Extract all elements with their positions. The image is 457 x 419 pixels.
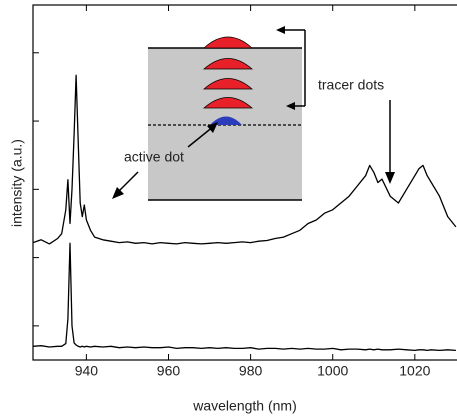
x-tick-label: 1020 bbox=[399, 363, 430, 379]
active-dot bbox=[210, 116, 242, 125]
y-axis-label: intensity (a.u.) bbox=[9, 139, 25, 227]
spectrum-line bbox=[32, 242, 456, 352]
x-tick-label: 940 bbox=[75, 363, 99, 379]
tracer-dot bbox=[202, 58, 254, 70]
arrowhead bbox=[385, 172, 395, 184]
arrowhead bbox=[112, 187, 124, 199]
inset-diagram bbox=[148, 26, 306, 201]
x-axis-label: wavelength (nm) bbox=[192, 398, 297, 414]
annotation: active dot bbox=[124, 149, 184, 165]
x-tick-label: 980 bbox=[239, 363, 263, 379]
spectrum-line bbox=[32, 74, 457, 245]
tracer-dot bbox=[202, 36, 254, 49]
arrow bbox=[187, 125, 215, 148]
arrowhead bbox=[207, 122, 218, 133]
tracer-dot bbox=[202, 78, 254, 90]
x-tick-label: 960 bbox=[157, 363, 181, 379]
plot-frame bbox=[32, 4, 457, 361]
x-tick-label: 1000 bbox=[317, 363, 348, 379]
annotation: tracer dots bbox=[318, 77, 384, 93]
arrow bbox=[117, 171, 139, 193]
tracer-dot bbox=[202, 97, 254, 109]
